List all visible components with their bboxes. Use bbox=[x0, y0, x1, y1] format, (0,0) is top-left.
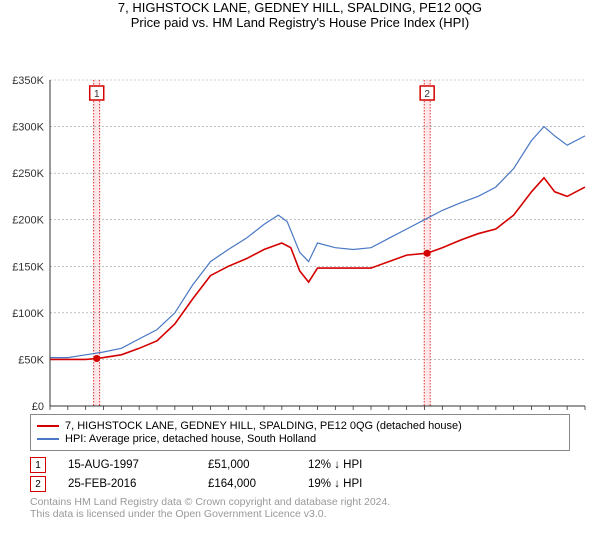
chart-legend: 7, HIGHSTOCK LANE, GEDNEY HILL, SPALDING… bbox=[30, 414, 570, 451]
marker-price: £51,000 bbox=[208, 459, 308, 471]
svg-text:£300K: £300K bbox=[12, 122, 44, 134]
marker-date: 25-FEB-2016 bbox=[68, 478, 208, 490]
marker-badge: 2 bbox=[30, 476, 46, 492]
legend-label: 7, HIGHSTOCK LANE, GEDNEY HILL, SPALDING… bbox=[65, 420, 462, 432]
marker-date: 15-AUG-1997 bbox=[68, 459, 208, 471]
marker-hpi: 12% ↓ HPI bbox=[308, 459, 428, 471]
chart-title: 7, HIGHSTOCK LANE, GEDNEY HILL, SPALDING… bbox=[0, 0, 600, 15]
svg-text:1: 1 bbox=[94, 89, 100, 100]
legend-swatch bbox=[37, 425, 59, 427]
svg-text:£350K: £350K bbox=[12, 75, 44, 87]
marker-price: £164,000 bbox=[208, 478, 308, 490]
footer-attribution: Contains HM Land Registry data © Crown c… bbox=[30, 496, 570, 520]
svg-text:£200K: £200K bbox=[12, 215, 44, 227]
svg-text:£250K: £250K bbox=[12, 168, 44, 180]
footer-line1: Contains HM Land Registry data © Crown c… bbox=[30, 496, 570, 508]
legend-swatch bbox=[37, 438, 59, 440]
legend-item: HPI: Average price, detached house, Sout… bbox=[37, 433, 563, 445]
footer-line2: This data is licensed under the Open Gov… bbox=[30, 508, 570, 520]
svg-text:2: 2 bbox=[424, 89, 430, 100]
marker-row: 2 25-FEB-2016£164,00019% ↓ HPI bbox=[30, 476, 570, 492]
svg-text:£0: £0 bbox=[32, 401, 44, 413]
svg-text:£50K: £50K bbox=[18, 354, 44, 366]
chart-subtitle: Price paid vs. HM Land Registry's House … bbox=[0, 15, 600, 30]
legend-item: 7, HIGHSTOCK LANE, GEDNEY HILL, SPALDING… bbox=[37, 420, 563, 432]
price-vs-hpi-chart: £0£50K£100K£150K£200K£250K£300K£350K1995… bbox=[0, 34, 600, 414]
marker-row: 1 15-AUG-1997£51,00012% ↓ HPI bbox=[30, 457, 570, 473]
markers-table: 1 15-AUG-1997£51,00012% ↓ HPI 2 25-FEB-2016… bbox=[30, 457, 570, 492]
svg-text:£100K: £100K bbox=[12, 308, 44, 320]
marker-hpi: 19% ↓ HPI bbox=[308, 478, 428, 490]
legend-label: HPI: Average price, detached house, Sout… bbox=[65, 433, 316, 445]
svg-text:£150K: £150K bbox=[12, 261, 44, 273]
marker-badge: 1 bbox=[30, 457, 46, 473]
